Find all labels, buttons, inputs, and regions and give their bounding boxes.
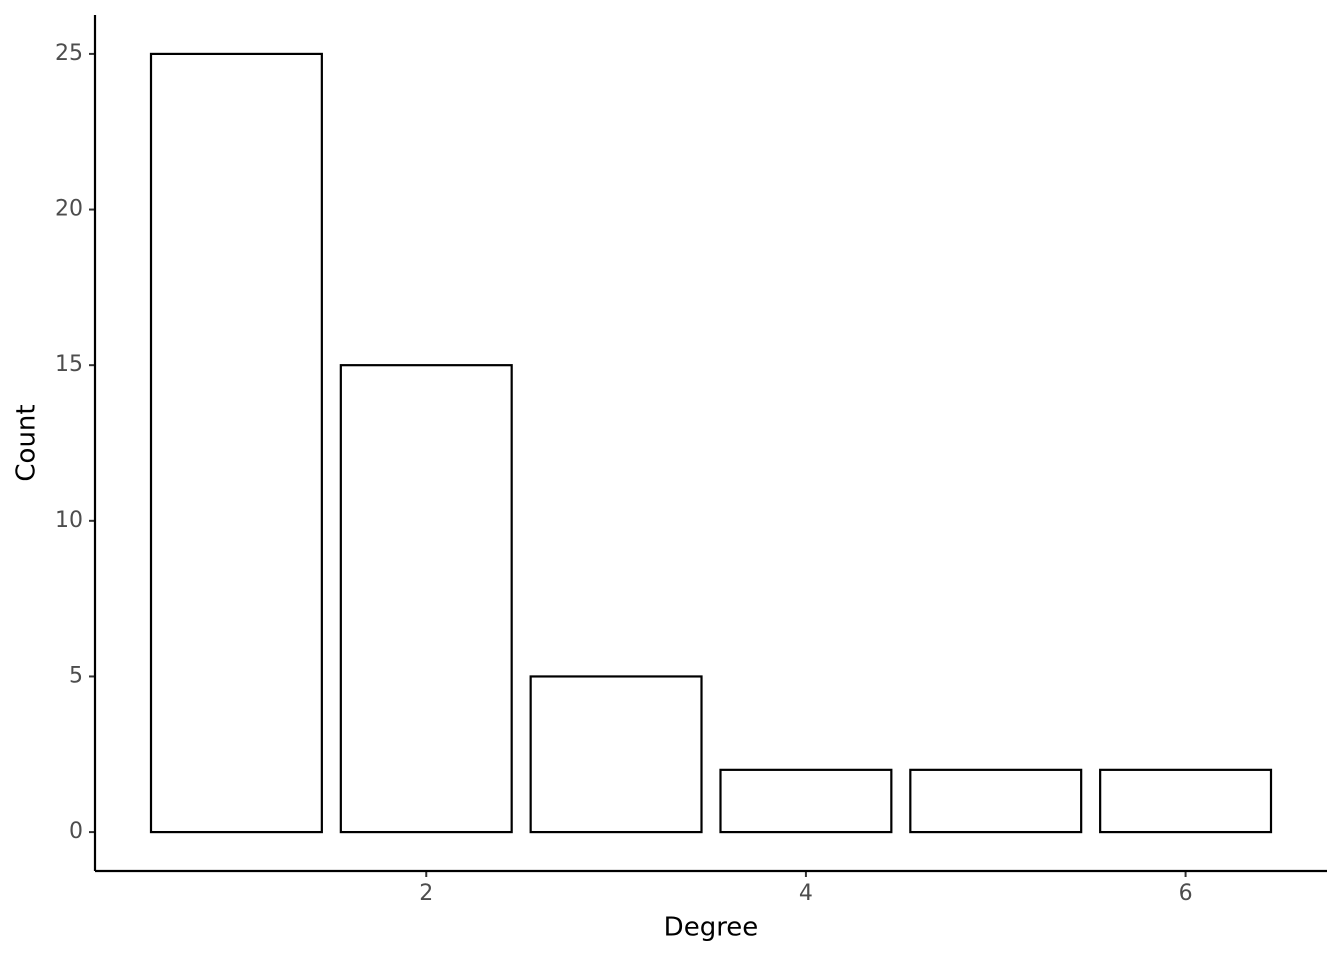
bar [529, 675, 703, 834]
y-tick-label: 10 [55, 508, 83, 533]
y-axis-title: Count [12, 404, 42, 481]
bar [909, 768, 1083, 834]
y-tick-label: 20 [55, 197, 83, 222]
x-tick-label: 4 [799, 881, 813, 906]
x-tick-label: 6 [1179, 881, 1193, 906]
bar [1099, 768, 1273, 834]
y-tick-label: 5 [69, 663, 83, 688]
bar [719, 768, 893, 834]
x-axis-title: Degree [664, 913, 759, 943]
y-tick-label: 0 [69, 819, 83, 844]
y-tick-label: 25 [55, 41, 83, 66]
y-tick-label: 15 [55, 352, 83, 377]
bar [149, 52, 323, 834]
bar [339, 364, 513, 834]
x-tick-label: 2 [419, 881, 433, 906]
